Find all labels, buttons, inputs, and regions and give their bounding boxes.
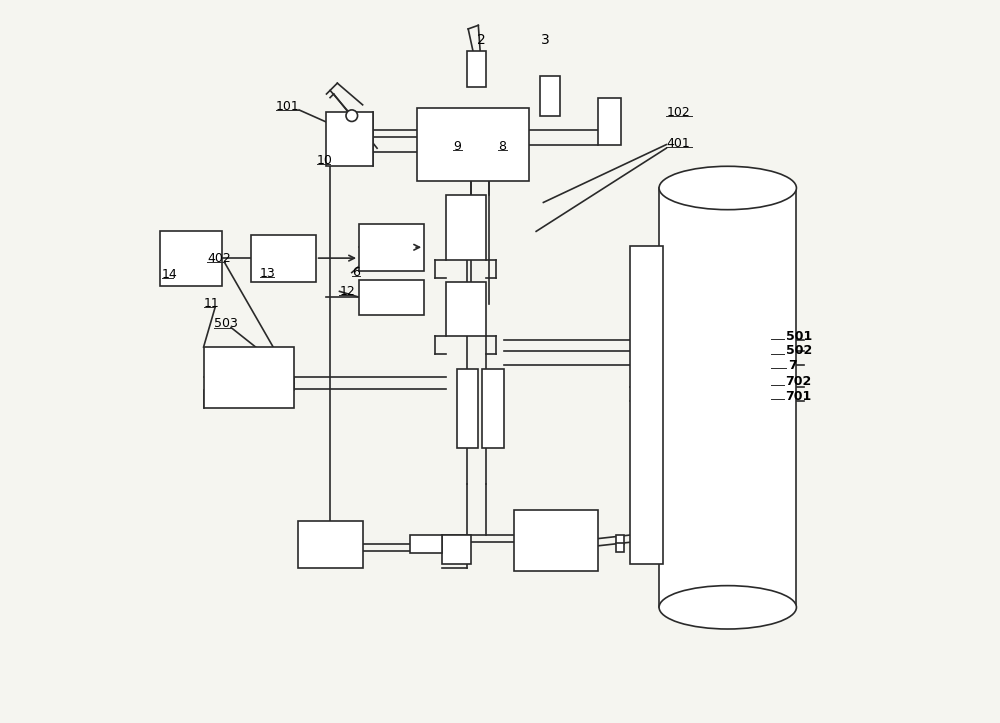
Text: 7: 7 [788,359,797,372]
Ellipse shape [659,586,796,629]
Text: 503: 503 [214,317,238,330]
Text: 501: 501 [786,330,812,343]
Bar [204,347,294,408]
Bar [467,51,486,87]
Text: 102: 102 [666,106,690,119]
Text: 502: 502 [786,344,812,357]
Ellipse shape [659,166,796,210]
Bar [410,535,442,553]
Bar [298,521,363,568]
Text: 701: 701 [786,390,812,403]
Text: 10: 10 [317,154,333,167]
Text: 12: 12 [339,285,355,298]
Bar [630,246,663,564]
Bar [616,543,624,552]
Text: 702: 702 [786,375,812,388]
Bar [446,282,486,336]
Bar [540,76,560,116]
Text: 2: 2 [477,33,486,47]
Circle shape [346,110,358,121]
Text: 402: 402 [207,252,231,265]
Bar [326,112,373,166]
Bar [359,224,424,271]
Text: 6: 6 [352,266,360,279]
Bar [514,510,598,571]
Bar [659,188,796,607]
Text: 13: 13 [260,267,276,280]
Bar [482,369,504,448]
Text: 3: 3 [541,33,550,47]
Bar [417,108,529,181]
Bar [160,231,222,286]
Bar [359,280,424,315]
Text: 401: 401 [666,137,690,150]
Bar [446,195,486,260]
Text: 8: 8 [498,140,506,153]
Bar [616,535,624,544]
Bar [598,98,621,145]
Bar [442,535,471,564]
Bar [457,369,478,448]
Text: 14: 14 [162,268,177,281]
Text: 101: 101 [276,100,300,113]
Bar [251,235,316,282]
Text: 9: 9 [453,140,461,153]
Text: 11: 11 [204,297,219,310]
